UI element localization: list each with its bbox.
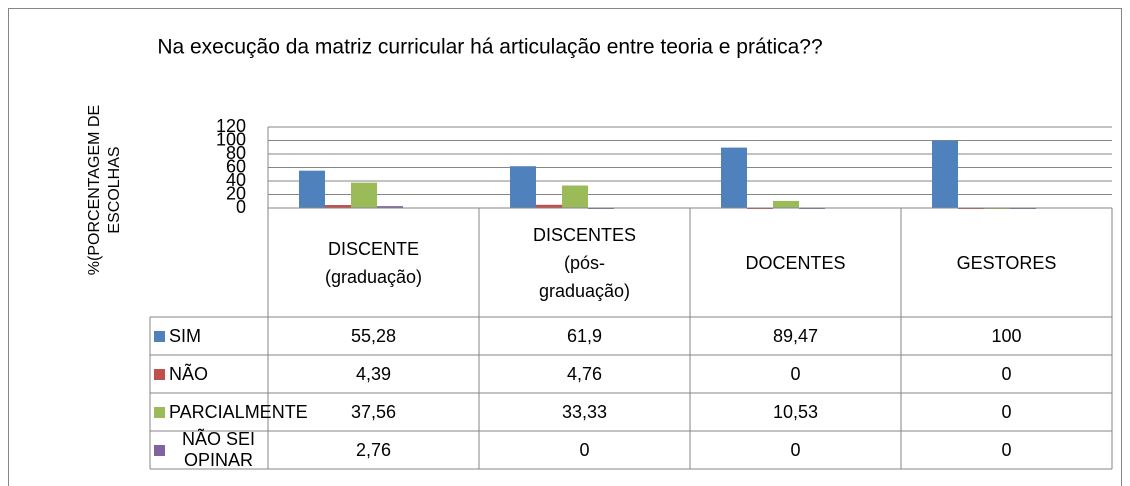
bar xyxy=(773,200,799,208)
y-tick-label: 120 xyxy=(216,116,246,136)
y-tick-label: 60 xyxy=(226,156,246,176)
table-value: 0 xyxy=(1001,401,1012,422)
legend-entry: PARCIALMENTE xyxy=(150,393,308,431)
y-tick-label: 80 xyxy=(226,143,246,163)
table-value: 89,47 xyxy=(772,325,819,346)
legend-swatch xyxy=(154,444,165,456)
table-value: 33,33 xyxy=(561,401,608,422)
y-tick-label: 100 xyxy=(216,129,246,149)
bar xyxy=(562,185,588,208)
table-value: 0 xyxy=(790,439,801,460)
legend-swatch xyxy=(154,330,165,342)
table-value: 4,76 xyxy=(566,363,603,384)
table-value: 2,76 xyxy=(355,439,392,460)
y-tick-label: 20 xyxy=(226,183,246,203)
frame xyxy=(8,8,1122,486)
y-axis-label: %(PORCENTAGEM DE ESCOLHAS xyxy=(86,104,123,276)
category-label: GESTORES xyxy=(956,252,1057,273)
legend-label: SIM xyxy=(169,325,202,346)
category-label: DOCENTES xyxy=(745,252,846,273)
bar xyxy=(721,147,747,208)
legend-label: NÃO xyxy=(169,363,209,384)
legend-swatch xyxy=(154,368,165,380)
bar xyxy=(299,170,325,208)
y-tick-label: 40 xyxy=(226,170,246,190)
table-value: 61,9 xyxy=(566,325,603,346)
bar xyxy=(377,206,403,208)
legend-entry: SIM xyxy=(150,317,268,355)
table-value: 37,56 xyxy=(350,401,397,422)
table-value: 0 xyxy=(790,363,801,384)
legend-label: NÃO SEI OPINAR xyxy=(181,429,256,470)
bar xyxy=(536,204,562,208)
category-label: DISCENTE (graduação) xyxy=(324,238,423,287)
category-label: DISCENTES (pós-graduação) xyxy=(532,224,637,301)
table-value: 0 xyxy=(1001,439,1012,460)
bar xyxy=(325,205,351,208)
bar xyxy=(932,140,958,208)
legend-label: PARCIALMENTE xyxy=(169,401,308,422)
legend-entry: NÃO SEI OPINAR xyxy=(150,429,268,470)
table-value: 10,53 xyxy=(772,401,819,422)
legend-entry: NÃO xyxy=(150,355,268,393)
legend-swatch xyxy=(154,406,165,418)
table-value: 0 xyxy=(1001,363,1012,384)
bar xyxy=(510,166,536,208)
y-tick-label: 0 xyxy=(236,197,246,217)
table-value: 100 xyxy=(991,325,1022,346)
table-value: 4,39 xyxy=(355,363,392,384)
table-value: 0 xyxy=(579,439,590,460)
bar xyxy=(351,182,377,208)
chart-title: Na execução da matriz curricular há arti… xyxy=(157,36,822,59)
table-value: 55,28 xyxy=(350,325,397,346)
